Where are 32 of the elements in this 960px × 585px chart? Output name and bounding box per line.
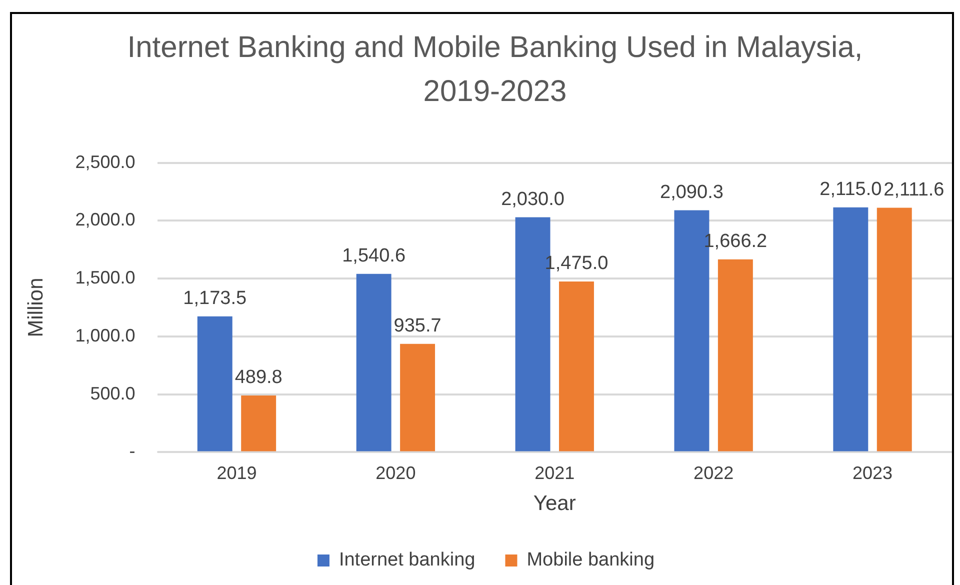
bar <box>559 281 594 452</box>
data-label: 935.7 <box>394 316 442 337</box>
bar <box>718 259 753 452</box>
x-tick-label: 2020 <box>376 462 416 483</box>
x-tick-label: 2019 <box>216 462 257 483</box>
chart-title: Internet Banking and Mobile Banking Used in Malaysia, 2019-2023 <box>126 30 864 110</box>
bar <box>356 274 392 452</box>
data-label: 1,173.5 <box>183 288 247 310</box>
x-axis-title: Year <box>533 492 576 516</box>
data-label: 1,540.6 <box>342 246 406 267</box>
y-tick-label: 500.0 <box>90 383 136 404</box>
bar <box>400 344 436 452</box>
x-tick-label: 2023 <box>852 462 893 483</box>
y-tick-label: 2,000.0 <box>75 210 136 230</box>
data-label: 2,115.0 <box>820 179 882 200</box>
x-tick-label: 2021 <box>534 462 575 483</box>
legend-label: Internet banking <box>338 550 476 571</box>
y-tick-label: 1,500.0 <box>75 268 136 288</box>
bar <box>241 396 276 452</box>
y-tick-label: 2,500.0 <box>75 152 136 172</box>
x-tick-label: 2022 <box>694 462 734 483</box>
y-tick-label: 1,000.0 <box>75 325 136 346</box>
data-label: 2,030.0 <box>501 188 564 210</box>
y-axis-title: Million <box>24 278 48 338</box>
bar <box>876 208 912 452</box>
data-label: 2,111.6 <box>884 179 944 200</box>
data-label: 2,090.3 <box>660 182 724 203</box>
legend-label: Mobile banking <box>526 550 655 571</box>
bar <box>197 316 232 452</box>
bar <box>833 207 868 452</box>
y-tick-label: - <box>129 441 136 462</box>
data-label: 489.8 <box>234 367 282 388</box>
